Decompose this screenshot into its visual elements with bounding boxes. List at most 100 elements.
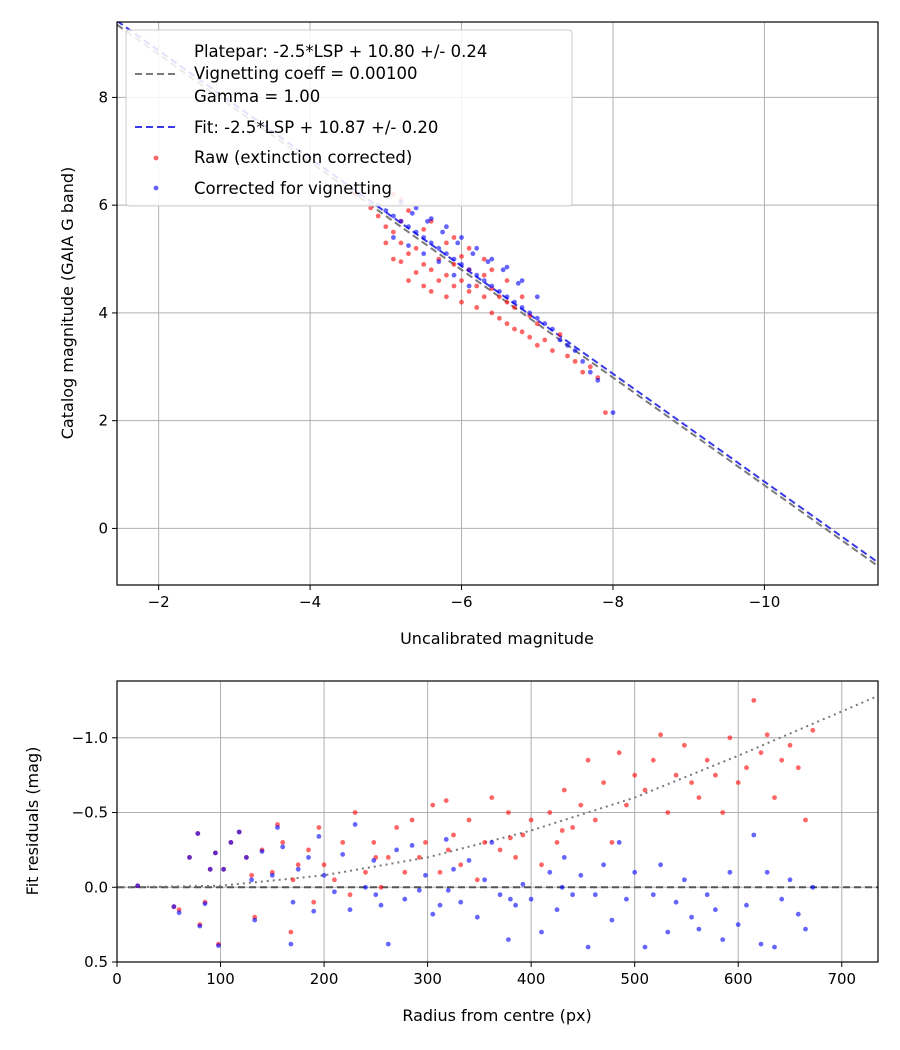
bottom-corrected-point <box>578 872 584 878</box>
bottom-raw-point <box>561 787 567 793</box>
bottom-corrected-point <box>423 872 428 878</box>
bottom-corrected-point <box>373 892 379 898</box>
bottom-raw-point <box>554 840 560 845</box>
top-raw-point <box>406 278 411 283</box>
bottom-y-tick-label: 0.5 <box>84 953 108 971</box>
top-raw-point <box>489 310 495 316</box>
top-corrected-point <box>391 235 396 240</box>
top-raw-point <box>375 213 381 219</box>
bottom-raw-point <box>528 817 534 823</box>
bottom-raw-point <box>497 847 503 853</box>
top-corrected-point <box>580 359 586 364</box>
bottom-corrected-point <box>520 881 526 887</box>
top-raw-point <box>383 240 389 246</box>
bottom-corrected-point <box>363 884 368 890</box>
legend-raw-marker <box>153 155 159 161</box>
bottom-raw-point <box>795 765 801 771</box>
bottom-raw-point <box>632 772 638 778</box>
top-raw-point <box>580 369 586 375</box>
bottom-corrected-point <box>316 834 322 839</box>
bottom-corrected-point <box>295 866 301 872</box>
bottom-corrected-point <box>497 892 503 898</box>
top-corrected-point <box>610 410 616 415</box>
bottom-raw-point <box>458 862 464 868</box>
bottom-x-tick-label: 300 <box>413 970 442 988</box>
bottom-raw-point <box>727 735 733 741</box>
bottom-y-tick-label: −0.5 <box>72 804 108 822</box>
top-corrected-point <box>444 251 449 257</box>
bottom-y-tick-label: 0.0 <box>84 878 108 896</box>
top-y-tick-label: 0 <box>98 519 108 537</box>
bottom-raw-point <box>578 802 584 808</box>
bottom-corrected-point <box>402 896 408 902</box>
bottom-raw-point <box>321 862 327 868</box>
bottom-raw-point <box>394 825 399 830</box>
top-points <box>353 192 616 415</box>
bottom-corrected-point <box>290 899 296 905</box>
top-raw-point <box>481 256 487 262</box>
bottom-raw-point <box>673 772 679 778</box>
bottom-corrected-point <box>466 858 472 863</box>
top-corrected-point <box>391 213 396 219</box>
bottom-corrected-point <box>236 829 242 835</box>
top-raw-point <box>451 262 457 267</box>
bottom-corrected-point <box>727 869 733 875</box>
legend-corrected-label: Corrected for vignetting <box>194 179 392 198</box>
top-corrected-point <box>398 218 404 224</box>
legend-fit-label: Fit: -2.5*LSP + 10.87 +/- 0.20 <box>194 118 438 137</box>
bottom-lines <box>117 694 878 889</box>
bottom-raw-point <box>735 780 741 785</box>
top-corrected-point <box>425 218 430 224</box>
top-corrected-point <box>519 278 525 283</box>
bottom-corrected-point <box>221 866 227 872</box>
top-ticks: −2 −4 −6 −8 −10 0 2 4 6 8 <box>98 88 780 611</box>
top-raw-point <box>527 334 533 340</box>
top-corrected-point <box>421 251 427 257</box>
bottom-corrected-point <box>795 911 801 917</box>
bottom-raw-point <box>592 817 598 823</box>
bottom-x-tick-label: 0 <box>112 970 122 988</box>
top-corrected-point <box>428 240 434 246</box>
bottom-corrected-point <box>409 843 415 848</box>
bottom-corrected-point <box>332 889 337 895</box>
bottom-corrected-point <box>513 902 518 908</box>
bottom-raw-point <box>624 802 629 808</box>
top-raw-point <box>406 251 411 257</box>
bottom-line-vignetting-model <box>117 694 878 889</box>
top-corrected-point <box>383 208 389 214</box>
bottom-raw-point <box>290 877 296 883</box>
top-corrected-point <box>436 259 442 265</box>
bottom-corrected-point <box>689 914 694 920</box>
top-corrected-point <box>500 267 506 273</box>
top-y-tick-label: 6 <box>98 196 108 214</box>
bottom-corrected-point <box>803 926 808 932</box>
bottom-corrected-point <box>249 877 255 883</box>
bottom-grid <box>116 681 878 963</box>
top-corrected-point <box>595 377 601 383</box>
top-corrected-point <box>451 256 457 262</box>
top-corrected-point <box>409 210 415 216</box>
bottom-corrected-point <box>601 862 606 868</box>
top-corrected-point <box>565 342 570 348</box>
bottom-raw-point <box>744 765 749 771</box>
bottom-corrected-point <box>347 907 353 913</box>
bottom-corrected-point <box>787 877 793 883</box>
bottom-raw-point <box>520 832 526 838</box>
bottom-raw-point <box>430 802 436 808</box>
bottom-corrected-point <box>385 941 391 947</box>
bottom-corrected-point <box>561 855 567 860</box>
top-x-axis-label: Uncalibrated magnitude <box>400 629 594 648</box>
bottom-raw-point <box>513 855 518 860</box>
top-corrected-point <box>550 326 555 332</box>
bottom-raw-point <box>466 817 472 823</box>
bottom-corrected-point <box>673 899 679 905</box>
bottom-x-tick-label: 200 <box>310 970 339 988</box>
bottom-corrected-point <box>764 869 770 875</box>
bottom-corrected-point <box>682 877 687 883</box>
bottom-raw-point <box>787 742 793 748</box>
top-corrected-point <box>406 243 411 249</box>
bottom-corrected-point <box>539 929 544 935</box>
top-raw-point <box>444 294 449 300</box>
top-raw-point <box>512 305 517 310</box>
